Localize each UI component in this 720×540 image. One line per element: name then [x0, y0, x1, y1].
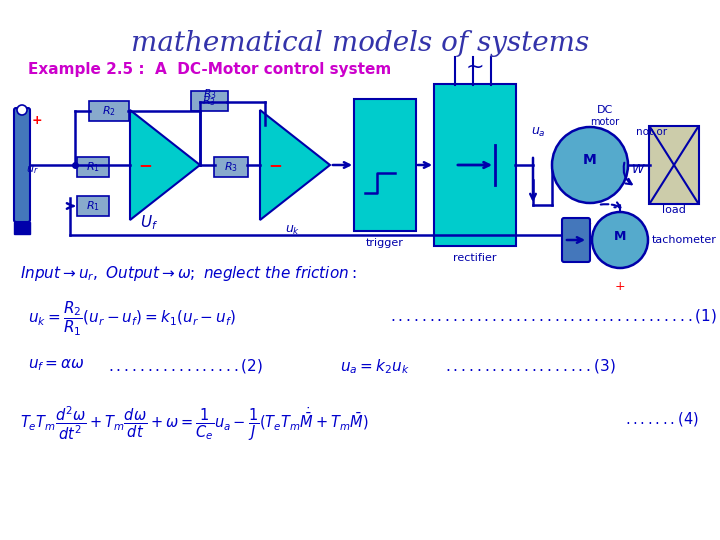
- Circle shape: [552, 127, 628, 203]
- Text: +: +: [32, 113, 42, 126]
- Text: $u_r$: $u_r$: [26, 164, 39, 176]
- Text: $u_a = k_2 u_k$: $u_a = k_2 u_k$: [340, 357, 410, 376]
- Text: A  DC-Motor control system: A DC-Motor control system: [155, 62, 391, 77]
- FancyBboxPatch shape: [14, 222, 30, 234]
- Text: $R_1$: $R_1$: [86, 199, 100, 213]
- Text: $\mathit{.......................................(1)}$: $\mathit{...............................…: [390, 307, 717, 325]
- FancyBboxPatch shape: [214, 157, 248, 177]
- Text: $u_k = \dfrac{R_2}{R_1}(u_r - u_f) = k_1(u_r - u_f)$: $u_k = \dfrac{R_2}{R_1}(u_r - u_f) = k_1…: [28, 300, 236, 338]
- Text: $\mathit{.......(4)}$: $\mathit{.......(4)}$: [625, 410, 699, 428]
- Text: $R_1$: $R_1$: [86, 160, 100, 174]
- Text: +: +: [615, 280, 625, 293]
- Text: −: −: [268, 156, 282, 174]
- Text: mathematical models of systems: mathematical models of systems: [131, 30, 589, 57]
- Text: $W$: $W$: [631, 163, 646, 176]
- Polygon shape: [130, 110, 200, 220]
- FancyBboxPatch shape: [354, 99, 416, 231]
- Text: tachometer: tachometer: [652, 235, 717, 245]
- Text: load: load: [662, 205, 686, 215]
- Text: M: M: [614, 230, 626, 242]
- FancyBboxPatch shape: [77, 157, 109, 177]
- Text: not or: not or: [636, 127, 667, 137]
- Text: M: M: [583, 153, 597, 167]
- Text: Example 2.5 :: Example 2.5 :: [28, 62, 145, 77]
- FancyBboxPatch shape: [649, 126, 699, 204]
- FancyBboxPatch shape: [14, 108, 30, 222]
- Text: $R_2$: $R_2$: [102, 104, 116, 118]
- Text: motor: motor: [590, 117, 620, 127]
- FancyBboxPatch shape: [562, 218, 590, 262]
- Text: rectifier: rectifier: [454, 253, 497, 263]
- FancyBboxPatch shape: [89, 101, 129, 121]
- Text: ~: ~: [466, 57, 485, 77]
- Text: −: −: [580, 217, 592, 231]
- FancyBboxPatch shape: [434, 84, 516, 246]
- Text: $\mathit{.................(2)}$: $\mathit{.................(2)}$: [108, 357, 263, 375]
- Circle shape: [592, 212, 648, 268]
- Text: trigger: trigger: [366, 238, 404, 248]
- Text: $R_3$: $R_3$: [224, 160, 238, 174]
- Text: DC: DC: [597, 105, 613, 115]
- Text: −: −: [138, 156, 152, 174]
- Text: $T_e T_m \dfrac{d^2\omega}{dt^2} + T_m \dfrac{d\omega}{dt} + \omega = \dfrac{1}{: $T_e T_m \dfrac{d^2\omega}{dt^2} + T_m \…: [20, 405, 369, 443]
- Text: $U_f$: $U_f$: [140, 213, 158, 232]
- FancyBboxPatch shape: [191, 91, 228, 111]
- FancyBboxPatch shape: [77, 196, 109, 216]
- Text: $u_f = \alpha\omega$: $u_f = \alpha\omega$: [28, 357, 85, 373]
- Text: $R_3$: $R_3$: [202, 94, 216, 108]
- Text: $\mathit{Input} \rightarrow u_r,\ \mathit{Output} \rightarrow \omega;\ \mathit{n: $\mathit{Input} \rightarrow u_r,\ \mathi…: [20, 264, 356, 283]
- Text: $u_a$: $u_a$: [531, 126, 546, 139]
- Text: $\mathit{...................(3)}$: $\mathit{...................(3)}$: [445, 357, 616, 375]
- Polygon shape: [260, 110, 330, 220]
- Text: $u_k$: $u_k$: [285, 224, 300, 237]
- Text: $R_3$: $R_3$: [203, 87, 217, 101]
- Circle shape: [17, 105, 27, 115]
